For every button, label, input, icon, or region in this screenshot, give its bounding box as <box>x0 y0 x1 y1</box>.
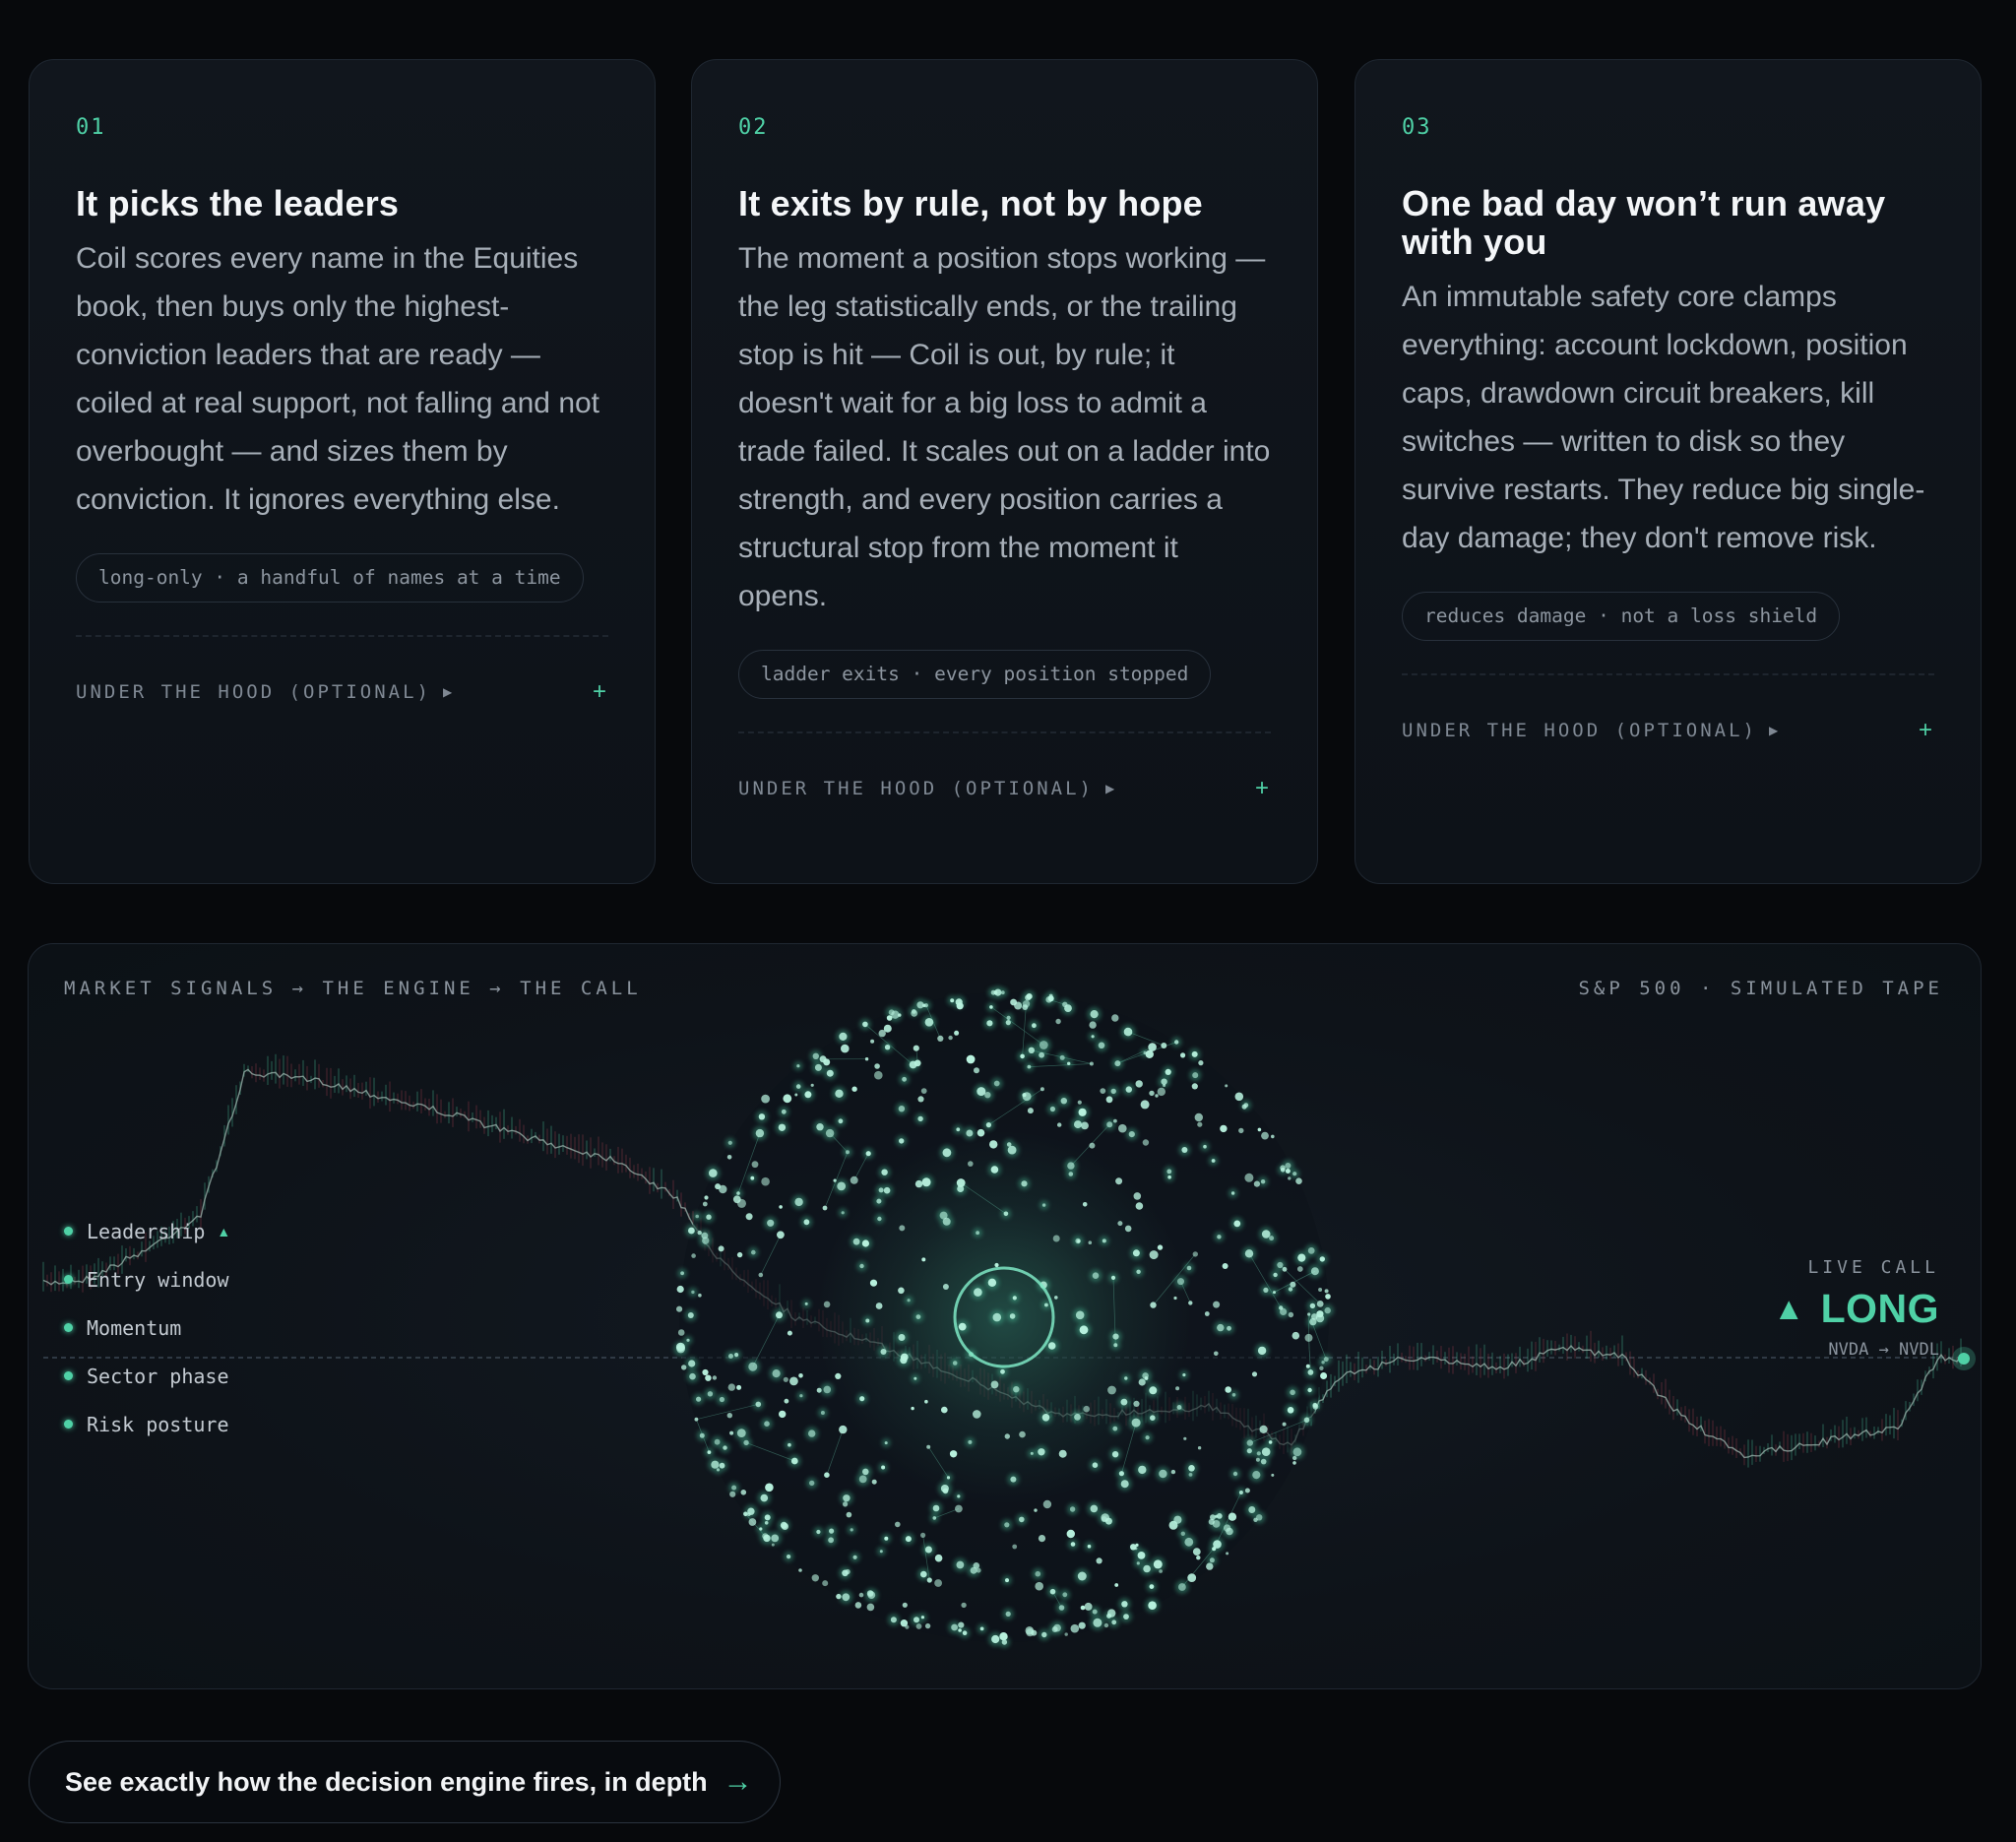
signal-dot <box>64 1371 73 1380</box>
under-the-hood-label: UNDER THE HOOD (OPTIONAL) <box>1402 720 1757 741</box>
cta-label: See exactly how the decision engine fire… <box>65 1766 708 1797</box>
signal-entry-window: Entry window <box>64 1255 230 1303</box>
live-call-value: ▲ LONG <box>1773 1286 1939 1332</box>
engine-core-ring <box>953 1266 1055 1368</box>
caret-right-icon: ▶ <box>442 685 453 699</box>
caret-right-icon: ▶ <box>1768 724 1779 737</box>
triangle-up-icon: ▲ <box>217 1223 231 1239</box>
signal-dot <box>64 1420 73 1429</box>
plus-icon[interactable]: + <box>1254 775 1269 801</box>
signal-label: Momentum <box>87 1315 182 1340</box>
card-number: 03 <box>1402 115 1432 140</box>
caret-right-icon: ▶ <box>1104 782 1115 795</box>
live-call-marker <box>1958 1353 1970 1365</box>
live-call-direction: LONG <box>1820 1286 1939 1331</box>
flow-caption: MARKET SIGNALS → THE ENGINE → THE CALL <box>64 978 642 999</box>
card-body: Coil scores every name in the Equities b… <box>76 242 600 516</box>
card-divider <box>1402 673 1934 675</box>
card-tag: long-only · a handful of names at a time <box>76 553 584 603</box>
signal-dot <box>64 1323 73 1332</box>
signal-sector-phase: Sector phase <box>64 1352 230 1400</box>
engine-visualization <box>42 985 1976 1648</box>
card-body: An immutable safety core clamps everythi… <box>1402 281 1925 554</box>
card-title: It exits by rule, not by hope <box>738 183 1203 223</box>
card-number: 01 <box>76 115 106 140</box>
engine-deep-dive-link[interactable]: See exactly how the decision engine fire… <box>29 1741 781 1823</box>
card-tag: reduces damage · not a loss shield <box>1402 592 1841 641</box>
card-title: One bad day won’t run away with you <box>1402 183 1886 262</box>
under-the-hood-toggle[interactable]: UNDER THE HOOD (OPTIONAL) ▶ + <box>1402 717 1934 744</box>
signal-label: Entry window <box>87 1267 229 1292</box>
signal-risk-posture: Risk posture <box>64 1400 230 1448</box>
under-the-hood-toggle[interactable]: UNDER THE HOOD (OPTIONAL) ▶ + <box>738 775 1271 802</box>
card-title: It picks the leaders <box>76 183 400 223</box>
under-the-hood-label: UNDER THE HOOD (OPTIONAL) <box>738 778 1094 799</box>
triangle-up-icon: ▲ <box>1773 1291 1805 1326</box>
card-body: The moment a position stops working — th… <box>738 242 1271 612</box>
plus-icon[interactable]: + <box>592 678 606 705</box>
card-number: 02 <box>738 115 769 140</box>
signal-label: Sector phase <box>87 1364 229 1388</box>
plus-icon[interactable]: + <box>1918 717 1932 743</box>
signal-label: Leadership <box>87 1219 206 1243</box>
tape-caption: S&P 500 · SIMULATED TAPE <box>1578 978 1943 999</box>
live-call: LIVE CALL ▲ LONG NVDA → NVDL <box>1773 1257 1939 1360</box>
signal-leadership: Leadership ▲ <box>64 1207 230 1255</box>
card-divider <box>76 635 608 637</box>
live-call-label: LIVE CALL <box>1807 1257 1939 1278</box>
feature-card-3: 03 One bad day won’t run away with you A… <box>1354 59 1982 884</box>
under-the-hood-label: UNDER THE HOOD (OPTIONAL) <box>76 681 431 703</box>
signal-label: Risk posture <box>87 1412 229 1436</box>
engine-sphere <box>673 985 1334 1648</box>
feature-card-2: 02 It exits by rule, not by hope The mom… <box>691 59 1318 884</box>
signal-momentum: Momentum <box>64 1303 230 1352</box>
under-the-hood-toggle[interactable]: UNDER THE HOOD (OPTIONAL) ▶ + <box>76 678 608 706</box>
signal-legend: Leadership ▲ Entry window Momentum Sector… <box>64 1207 230 1448</box>
card-tag: ladder exits · every position stopped <box>738 650 1212 699</box>
signal-dot <box>64 1227 73 1236</box>
engine-visualization-panel: MARKET SIGNALS → THE ENGINE → THE CALL S… <box>28 943 1982 1689</box>
live-call-symbols: NVDA → NVDL <box>1828 1340 1939 1360</box>
card-divider <box>738 731 1271 733</box>
arrow-right-icon: → <box>723 1765 753 1798</box>
feature-card-1: 01 It picks the leaders Coil scores ever… <box>29 59 656 884</box>
signal-dot <box>64 1275 73 1284</box>
